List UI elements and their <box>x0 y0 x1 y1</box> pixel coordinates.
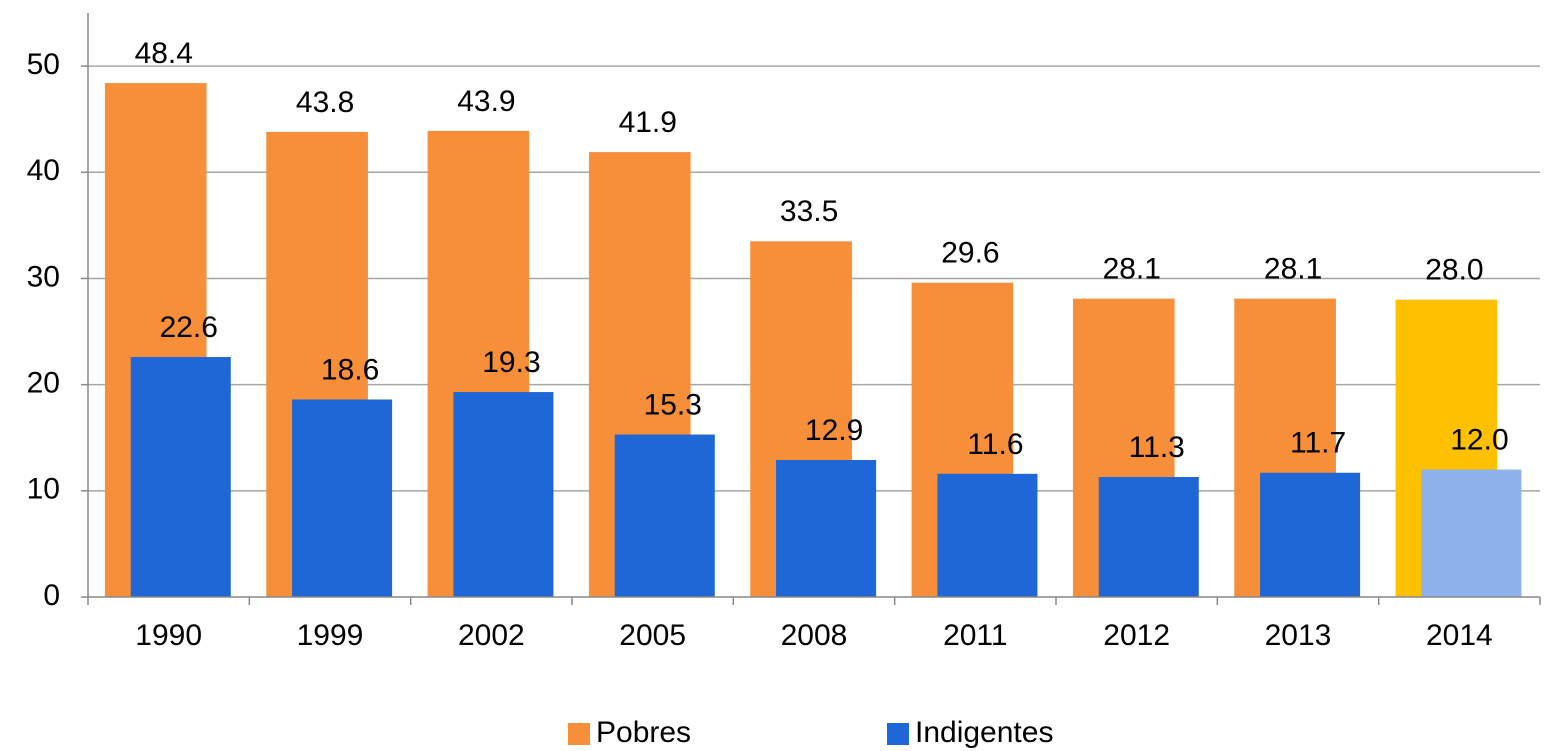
y-tick-label: 50 <box>27 48 60 81</box>
y-tick-label: 40 <box>27 154 60 187</box>
data-label: 48.4 <box>135 37 193 70</box>
data-label: 18.6 <box>321 353 379 386</box>
bar <box>1260 472 1361 597</box>
data-label: 29.6 <box>941 237 999 270</box>
x-tick-label: 2002 <box>458 619 525 652</box>
legend-swatch <box>568 723 590 745</box>
y-tick-label: 10 <box>27 473 60 506</box>
data-label: 43.9 <box>457 85 515 118</box>
bar <box>453 392 554 597</box>
x-tick-label: 1990 <box>135 619 202 652</box>
data-label: 15.3 <box>644 388 702 421</box>
data-label: 28.0 <box>1425 254 1483 287</box>
bar <box>292 399 393 597</box>
data-label: 43.8 <box>296 86 354 119</box>
bar <box>1098 477 1199 597</box>
bar <box>614 434 715 597</box>
legend-label: Pobres <box>596 716 691 749</box>
data-label: 11.6 <box>967 428 1023 461</box>
bar <box>937 473 1038 597</box>
x-tick-label: 1999 <box>297 619 364 652</box>
x-tick-label: 2005 <box>619 619 686 652</box>
legend-label: Indigentes <box>915 716 1053 749</box>
x-tick-label: 2012 <box>1103 619 1170 652</box>
legend-swatch <box>887 723 909 745</box>
data-label: 19.3 <box>482 346 540 379</box>
data-label: 11.3 <box>1129 431 1185 464</box>
data-label: 28.1 <box>1103 253 1161 286</box>
x-tick-label: 2013 <box>1265 619 1332 652</box>
data-label: 41.9 <box>619 106 677 139</box>
y-tick-label: 0 <box>43 579 60 612</box>
x-tick-label: 2011 <box>943 619 1008 652</box>
y-tick-label: 20 <box>27 367 60 400</box>
data-label: 28.1 <box>1264 253 1322 286</box>
y-tick-label: 30 <box>27 260 60 293</box>
bar <box>776 460 877 597</box>
data-label: 12.9 <box>805 414 863 447</box>
bar <box>1421 469 1522 597</box>
data-label: 12.0 <box>1450 424 1508 457</box>
data-label: 22.6 <box>160 311 218 344</box>
bar <box>130 357 231 597</box>
x-tick-label: 2014 <box>1426 619 1493 652</box>
data-label: 33.5 <box>780 195 838 228</box>
x-tick-label: 2008 <box>781 619 848 652</box>
data-label: 11.7 <box>1290 427 1346 460</box>
